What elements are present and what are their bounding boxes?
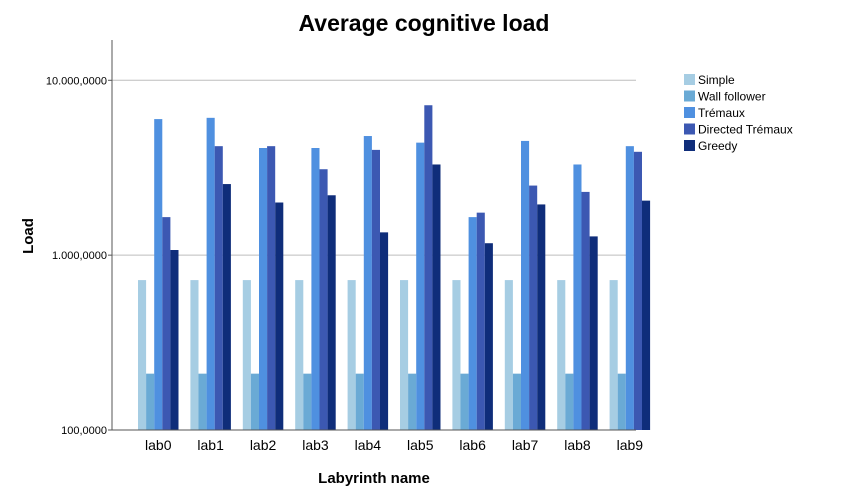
bar: [408, 373, 417, 430]
bar: [476, 212, 485, 430]
bar: [371, 149, 380, 430]
x-tick-labels: lab0 lab1 lab2 lab3 lab4 lab5 lab6 lab7 lab8 lab9: [145, 437, 643, 453]
bar: [303, 373, 312, 430]
bar: [267, 146, 276, 431]
x-tick-label: lab3: [302, 437, 329, 453]
x-tick-label: lab6: [459, 437, 486, 453]
bar: [146, 373, 155, 430]
legend-swatch: [684, 107, 695, 118]
bar: [154, 119, 163, 430]
x-tick-label: lab4: [355, 437, 382, 453]
bar: [259, 148, 268, 430]
axes: [108, 40, 636, 431]
legend-label: Wall follower: [698, 90, 766, 104]
bar: [214, 146, 223, 431]
legend-swatch: [684, 140, 695, 151]
bar: [642, 200, 651, 430]
legend-swatch: [684, 90, 695, 102]
bar: [504, 280, 513, 430]
legend: Simple Wall follower Trémaux Directed Tréma…: [684, 73, 793, 153]
bar: [416, 142, 425, 430]
bar: [295, 280, 304, 430]
bar: [581, 191, 590, 430]
x-tick-label: lab9: [617, 437, 644, 453]
bar: [460, 373, 469, 430]
chart-title: Average cognitive load: [299, 10, 550, 36]
x-tick-label: lab8: [564, 437, 591, 453]
bar: [452, 280, 461, 430]
bar: [557, 280, 566, 430]
bar: [521, 140, 530, 430]
y-tick-labels: 100,0000 1.000,0000 10.000,0000: [46, 75, 107, 437]
bar: [222, 184, 231, 430]
bar: [380, 232, 389, 430]
bar: [250, 373, 259, 430]
bar: [468, 217, 477, 430]
bar: [198, 373, 207, 430]
bar: [529, 185, 538, 430]
x-tick-label: lab1: [197, 437, 224, 453]
y-tick-label: 1.000,0000: [52, 250, 107, 262]
bar: [327, 195, 336, 430]
bar: [565, 373, 574, 430]
bar: [275, 202, 284, 430]
bar: [432, 164, 441, 431]
bar: [625, 146, 634, 431]
bar: [347, 280, 356, 430]
bar: [319, 169, 328, 431]
x-tick-label: lab7: [512, 437, 539, 453]
bar: [190, 280, 199, 430]
x-tick-label: lab2: [250, 437, 277, 453]
bar: [363, 136, 372, 430]
legend-swatch: [684, 123, 695, 135]
legend-label: Trémaux: [698, 106, 745, 120]
x-tick-label: lab5: [407, 437, 434, 453]
bar: [573, 164, 582, 431]
bars: [138, 105, 651, 431]
y-axis-title: Load: [20, 218, 37, 254]
bar: [589, 236, 598, 430]
bar: [242, 280, 251, 430]
legend-label: Greedy: [698, 139, 737, 153]
bar: [484, 243, 493, 430]
legend-label: Simple: [698, 73, 735, 87]
bar: [162, 217, 171, 430]
legend-label: Directed Trémaux: [698, 123, 793, 137]
bar: [138, 280, 147, 430]
bar: [609, 280, 618, 430]
bar: [537, 204, 546, 430]
bar: [617, 373, 626, 430]
bar: [206, 117, 215, 430]
bar: [512, 373, 521, 430]
y-tick-label: 100,0000: [61, 425, 107, 437]
legend-swatch: [684, 74, 695, 85]
bar: [355, 373, 364, 430]
bar: [424, 105, 433, 431]
bar: [311, 148, 320, 430]
bar: [170, 250, 179, 430]
y-tick-label: 10.000,0000: [46, 75, 107, 87]
x-axis-title: Labyrinth name: [318, 470, 430, 487]
bar: [400, 280, 409, 430]
x-tick-label: lab0: [145, 437, 172, 453]
bar: [633, 151, 642, 431]
